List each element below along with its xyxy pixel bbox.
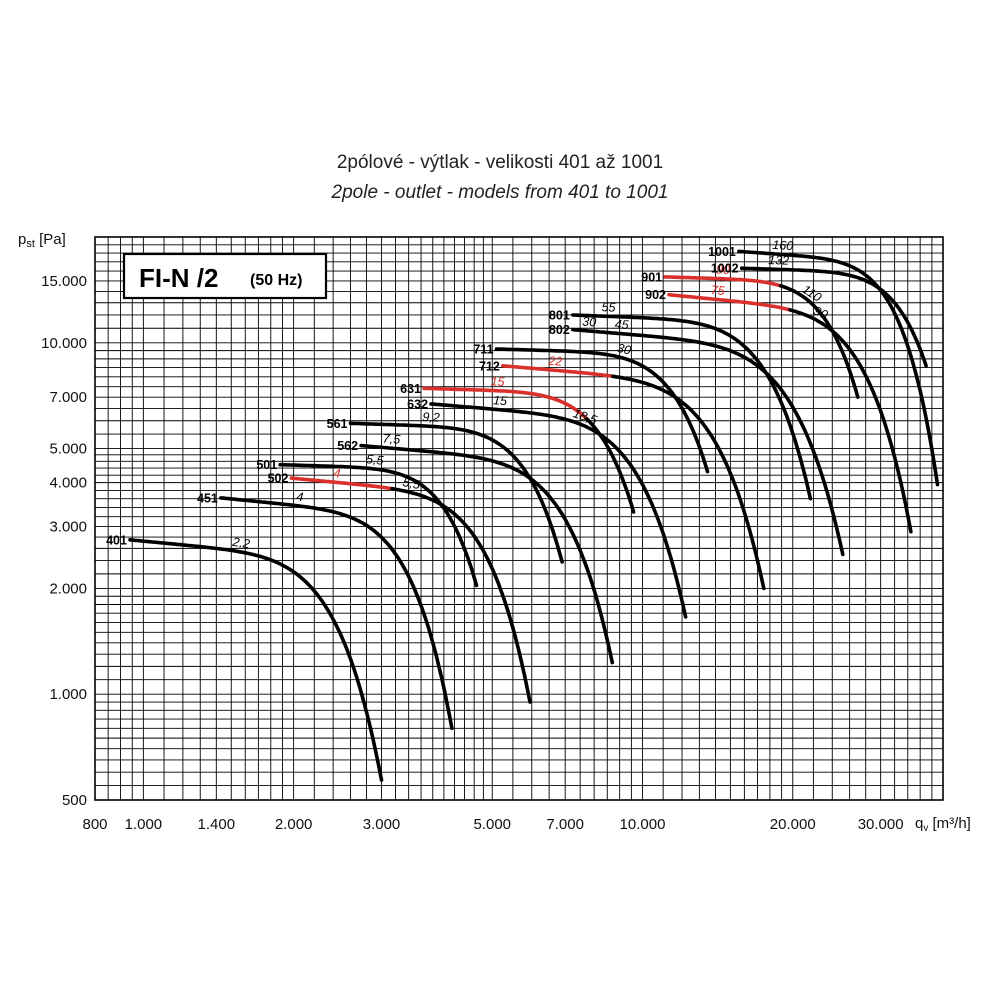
x-axis-label-unit: [m³/h] — [928, 815, 971, 832]
chart-subtitle: 2pole - outlet - models from 401 to 1001 — [331, 182, 669, 203]
curve-label-401: 401 — [106, 533, 127, 547]
curve-label-451: 451 — [197, 491, 218, 505]
curve-802 — [571, 327, 845, 557]
curve-502-highlight — [289, 476, 394, 491]
power-label-1002: 132 — [768, 253, 789, 268]
model-badge: FI-N /2 (50 Hz) — [122, 252, 328, 300]
x-axis-label-base: q — [915, 815, 923, 832]
power-label-561: 9,2 — [422, 410, 440, 425]
curve-label-802: 802 — [549, 323, 570, 337]
x-tick-label: 1.400 — [198, 816, 236, 833]
curve-label-501: 501 — [256, 458, 277, 472]
y-axis-label: pst [Pa] — [18, 231, 66, 250]
y-tick-label: 7.000 — [49, 389, 87, 406]
curve-631 — [585, 417, 636, 514]
y-tick-label: 3.000 — [49, 519, 87, 536]
chart-title: 2pólové - výtlak - velikosti 401 až 1001 — [336, 152, 664, 173]
power-label-632: 15 — [493, 393, 508, 408]
curve-561 — [348, 421, 564, 564]
power-label-901: 110 — [800, 282, 824, 305]
power-label-801: 55 — [601, 300, 615, 314]
curve-451 — [219, 496, 454, 731]
curve-label-711: 711 — [473, 343, 493, 357]
curve-labels: 401 2,2 451 4 501 5,5 502 4 5,5 561 9,2 562 7,5 631 15… — [106, 238, 830, 551]
curve-label-1001: 1001 — [708, 245, 736, 259]
y-axis-label-sub: st — [26, 238, 35, 250]
curve-562 — [359, 443, 615, 665]
curve-632 — [429, 402, 688, 619]
curve-712 — [611, 374, 766, 591]
curve-401 — [128, 538, 384, 782]
x-tick-label: 10.000 — [620, 816, 666, 833]
y-tick-label: 15.000 — [41, 273, 87, 290]
y-axis-label-unit: [Pa] — [35, 231, 66, 248]
x-tick-label: 3.000 — [363, 816, 401, 833]
power-label-562: 7,5 — [382, 432, 400, 447]
curve-label-502: 502 — [268, 472, 289, 486]
x-tick-label: 1.000 — [125, 816, 163, 833]
x-tick-label: 7.000 — [546, 816, 584, 833]
curves — [128, 249, 940, 782]
badge-sub: (50 Hz) — [250, 272, 302, 289]
power-label-502: 5,5 — [402, 475, 422, 492]
curve-1001 — [737, 249, 940, 487]
curve-801 — [571, 313, 813, 501]
x-tick-label: 5.000 — [473, 816, 511, 833]
x-tick-label: 20.000 — [770, 816, 816, 833]
curve-711 — [494, 347, 710, 474]
curve-901 — [778, 284, 860, 399]
power-label-711: 30 — [616, 341, 633, 358]
y-tick-label: 1.000 — [49, 686, 87, 703]
power-label-802: 45 — [614, 317, 629, 332]
x-axis-label-sub: v — [923, 823, 928, 834]
y-tick-label: 2.000 — [49, 580, 87, 597]
plot-border — [94, 236, 944, 801]
power-label-502: 4 — [333, 466, 341, 480]
power-label-1001: 160 — [772, 238, 794, 253]
power-label-902: 75 — [710, 283, 725, 298]
power-label-401: 2,2 — [231, 535, 251, 551]
y-tick-label: 10.000 — [41, 335, 87, 352]
power-label-501: 5,5 — [365, 452, 384, 468]
curve-label-561: 561 — [327, 417, 348, 431]
curve-label-712: 712 — [479, 359, 500, 373]
x-tick-label: 800 — [82, 816, 107, 833]
badge-box — [122, 252, 328, 300]
power-label-451: 4 — [296, 490, 304, 505]
y-tick-label: 4.000 — [49, 475, 87, 492]
curve-631-highlight — [422, 386, 589, 421]
curve-label-562: 562 — [337, 439, 358, 453]
y-tick-label: 500 — [62, 792, 87, 809]
curve-902 — [788, 308, 913, 534]
curve-502 — [390, 486, 532, 704]
power-label-901: 90 — [716, 263, 730, 277]
x-tick-label: 2.000 — [275, 816, 313, 833]
curve-1002 — [739, 266, 928, 368]
curve-label-901: 901 — [641, 270, 662, 284]
x-tick-label: 30.000 — [858, 816, 904, 833]
power-label-802: 30 — [582, 315, 597, 330]
x-tick-labels: 800 1.000 1.400 2.000 3.000 5.000 7.000 10.000 2… — [82, 816, 903, 833]
y-tick-labels: 500 1.000 2.000 3.000 4.000 5.000 7.000 10.000 1… — [41, 273, 87, 809]
badge-main: FI-N /2 — [139, 263, 218, 293]
y-axis-label-base: p — [18, 231, 26, 248]
curve-label-902: 902 — [645, 288, 666, 302]
curve-label-1002: 1002 — [711, 262, 739, 276]
y-tick-label: 5.000 — [49, 441, 87, 458]
curve-label-632: 632 — [407, 397, 428, 411]
curve-901-highlight — [663, 275, 783, 288]
x-axis-label: qv [m³/h] — [915, 815, 971, 834]
curve-label-631: 631 — [400, 382, 421, 396]
curve-902-highlight — [667, 292, 792, 312]
power-label-631: 15 — [490, 374, 504, 389]
curve-712-highlight — [501, 364, 615, 379]
power-label-712: 22 — [547, 354, 563, 369]
power-label-902: 90 — [811, 304, 829, 322]
curve-label-801: 801 — [549, 308, 570, 322]
